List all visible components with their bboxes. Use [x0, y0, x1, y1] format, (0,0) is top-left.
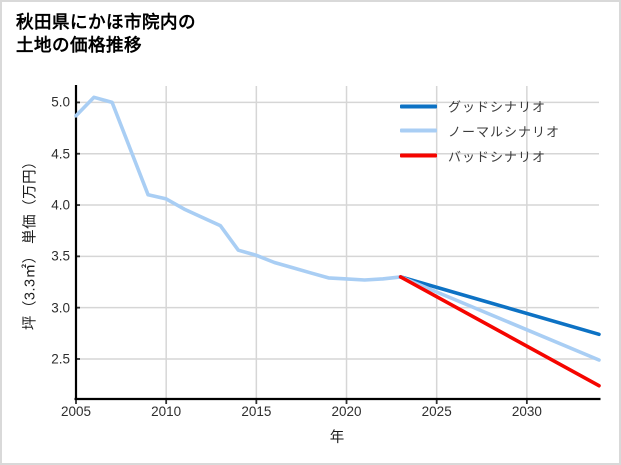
chart-title-line1: 秋田県にかほ市院内の — [16, 12, 196, 32]
scenario-line-0 — [398, 275, 601, 337]
x-axis-label: 年 — [329, 430, 345, 446]
scenario-line-1 — [398, 275, 601, 362]
scenario-line-2 — [398, 275, 601, 388]
y-axis-label: 坪（3.3㎡） 単価（万円） — [22, 153, 39, 331]
chart-title: 秋田県にかほ市院内の 土地の価格推移 — [16, 11, 196, 57]
chart-title-line2: 土地の価格推移 — [16, 35, 142, 55]
history-price-line — [74, 95, 403, 282]
